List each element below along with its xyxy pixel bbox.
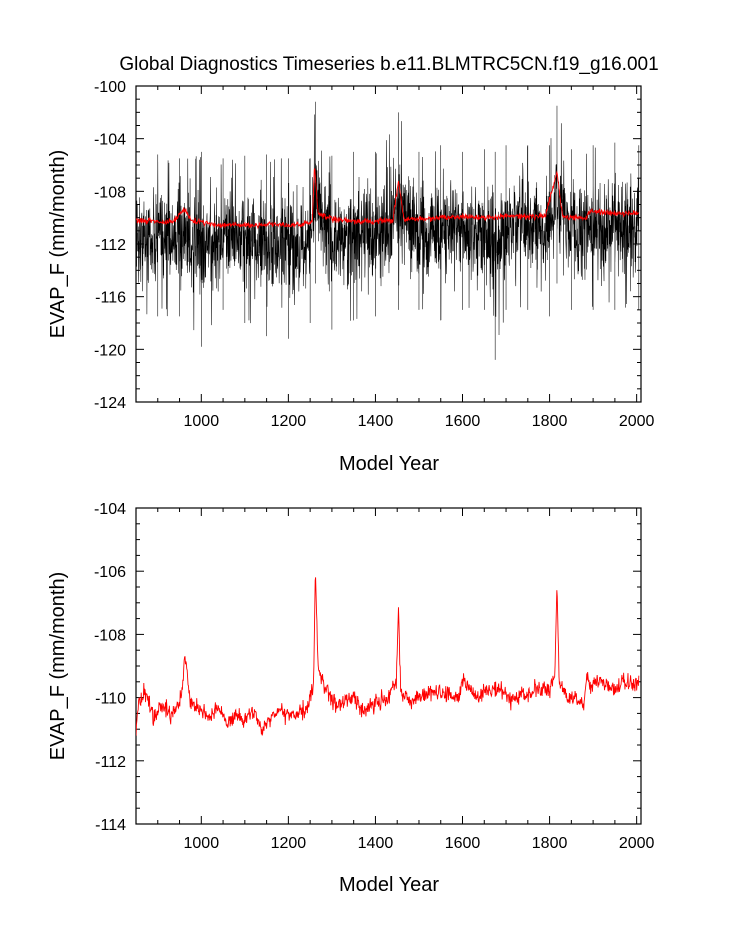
top-x-tick-label: 1000 bbox=[184, 413, 220, 430]
bottom-plot-frame bbox=[135, 507, 642, 825]
top-panel: 1000 1200 1400 1600 1800 2000 -124 -120 -116 -112… bbox=[47, 79, 655, 475]
top-y-tick-label: -116 bbox=[95, 290, 126, 307]
bottom-x-tick-label: 1400 bbox=[358, 835, 394, 852]
bottom-x-tick-label: 1600 bbox=[445, 835, 481, 852]
top-x-tick-label: 2000 bbox=[619, 413, 655, 430]
figure-title: Global Diagnostics Timeseries b.e11.BLMT… bbox=[119, 54, 658, 75]
bottom-x-axis-label: Model Year bbox=[339, 874, 439, 896]
top-y-tick-label: -120 bbox=[94, 342, 126, 359]
bottom-y-tick-label: -108 bbox=[94, 627, 126, 644]
bottom-y-tick-label: -110 bbox=[95, 691, 126, 708]
top-x-tick-label: 1200 bbox=[271, 413, 307, 430]
top-y-tick-label: -124 bbox=[94, 395, 126, 412]
bottom-x-tick-label: 1000 bbox=[184, 835, 220, 852]
bottom-axis-ticks: 1000 1200 1400 1600 1800 2000 -114 -112 -110 -108… bbox=[94, 501, 655, 852]
top-y-tick-label: -108 bbox=[94, 184, 126, 201]
bottom-x-tick-label: 2000 bbox=[619, 835, 655, 852]
top-x-tick-label: 1400 bbox=[358, 413, 394, 430]
bottom-y-tick-label: -106 bbox=[94, 564, 126, 581]
bottom-y-tick-label: -114 bbox=[95, 817, 126, 834]
bottom-x-tick-label: 1200 bbox=[271, 835, 307, 852]
top-axis-ticks: 1000 1200 1400 1600 1800 2000 -124 -120 -116 -112… bbox=[94, 79, 655, 430]
top-x-tick-label: 1600 bbox=[445, 413, 481, 430]
bottom-series-annual bbox=[136, 577, 640, 736]
top-series-group bbox=[136, 101, 640, 360]
top-y-tick-label: -100 bbox=[94, 79, 126, 96]
top-x-axis-label: Model Year bbox=[339, 453, 439, 475]
top-y-tick-label: -112 bbox=[95, 237, 126, 254]
top-series-monthly bbox=[136, 101, 640, 360]
bottom-x-tick-label: 1800 bbox=[532, 835, 568, 852]
bottom-y-tick-label: -104 bbox=[94, 501, 126, 518]
top-y-axis-label: EVAP_F (mm/month) bbox=[47, 150, 69, 339]
bottom-y-axis-label: EVAP_F (mm/month) bbox=[47, 572, 69, 761]
top-y-tick-label: -104 bbox=[94, 132, 126, 149]
top-x-tick-label: 1800 bbox=[532, 413, 568, 430]
top-series-annual bbox=[136, 168, 639, 230]
bottom-y-tick-label: -112 bbox=[95, 754, 126, 771]
bottom-panel: 1000 1200 1400 1600 1800 2000 -114 -112 -110 -108… bbox=[47, 501, 655, 896]
bottom-series-group bbox=[136, 577, 640, 736]
